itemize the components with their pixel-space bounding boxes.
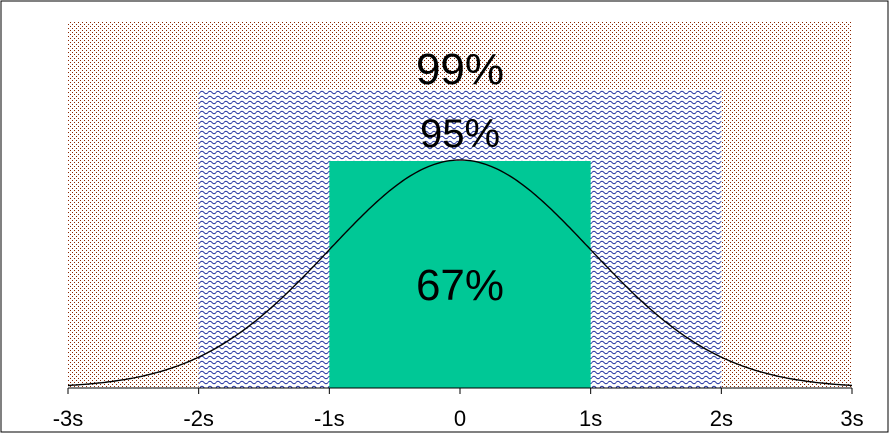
x-tick-label: -3s — [53, 406, 84, 431]
x-tick-label: 0 — [454, 406, 466, 431]
band-67pct — [329, 161, 591, 388]
band-label-99pct: 99% — [416, 45, 504, 94]
x-tick-label: -2s — [183, 406, 214, 431]
bands-layer — [68, 22, 852, 388]
x-tick-label: 3s — [840, 406, 863, 431]
x-tick-label: 1s — [579, 406, 602, 431]
band-labels-layer: 99% 95% 67% — [416, 45, 504, 310]
band-label-67pct: 67% — [416, 261, 504, 310]
normal-curve-line — [67, 159, 853, 387]
x-tick-label: -1s — [314, 406, 345, 431]
x-ticks-layer: -3s -2s -1s 0 1s 2s 3s — [53, 388, 864, 431]
x-tick-label: 2s — [710, 406, 733, 431]
band-label-95pct: 95% — [420, 112, 500, 156]
